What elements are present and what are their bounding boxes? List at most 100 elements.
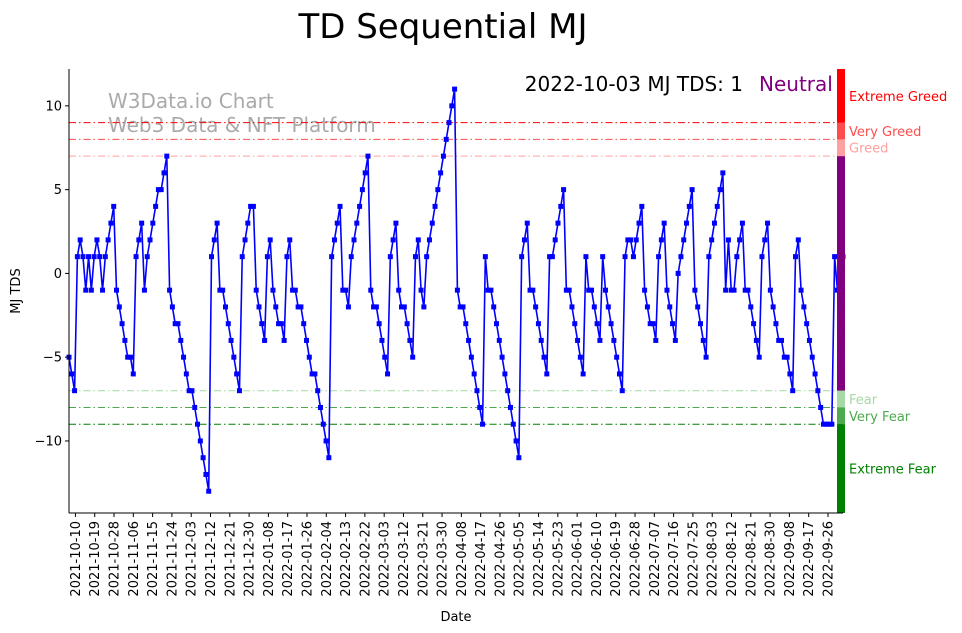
data-point xyxy=(692,287,698,293)
x-tick-label: 2022-03-03 xyxy=(378,521,393,597)
data-point xyxy=(650,321,656,327)
band-very-greed xyxy=(837,122,845,140)
data-point xyxy=(524,220,530,226)
data-point xyxy=(72,388,78,394)
data-point xyxy=(438,170,444,176)
data-point xyxy=(200,455,206,461)
data-point xyxy=(410,354,416,360)
data-point xyxy=(605,304,611,310)
data-point xyxy=(209,254,215,260)
data-point xyxy=(197,438,203,444)
x-axis-label: Date xyxy=(440,610,471,625)
data-point xyxy=(499,354,505,360)
data-point xyxy=(309,371,315,377)
data-point xyxy=(114,287,120,293)
data-point xyxy=(569,304,575,310)
data-point xyxy=(566,287,572,293)
data-point xyxy=(440,153,446,159)
x-axis-ticks: 2021-10-10 2021-10-19 2021-10-28 2021-11-06… xyxy=(69,513,836,597)
data-point xyxy=(502,371,508,377)
data-point xyxy=(697,321,703,327)
data-point xyxy=(155,187,161,193)
band-fear xyxy=(837,390,845,408)
x-tick-label: 2021-12-30 xyxy=(243,521,258,597)
data-point xyxy=(262,337,268,343)
data-point xyxy=(225,321,231,327)
data-point xyxy=(371,304,377,310)
sentiment-bands xyxy=(837,69,845,513)
data-point xyxy=(284,254,290,260)
data-point xyxy=(248,203,254,209)
x-tick-label: 2021-12-12 xyxy=(204,521,219,597)
y-tick-label: 10 xyxy=(45,99,62,114)
data-point xyxy=(80,254,86,260)
data-point xyxy=(591,304,597,310)
data-point xyxy=(563,287,569,293)
data-point xyxy=(535,321,541,327)
data-point xyxy=(181,354,187,360)
data-point xyxy=(77,237,83,243)
data-point xyxy=(290,287,296,293)
data-point xyxy=(507,404,513,410)
data-point xyxy=(731,287,737,293)
data-point xyxy=(390,237,396,243)
data-point xyxy=(678,254,684,260)
data-point xyxy=(373,304,379,310)
data-point xyxy=(337,203,343,209)
data-point xyxy=(167,287,173,293)
data-point xyxy=(136,237,142,243)
x-tick-label: 2022-03-21 xyxy=(416,521,431,597)
data-point xyxy=(267,237,273,243)
band-neutral xyxy=(837,156,845,391)
data-point xyxy=(158,187,164,193)
data-point xyxy=(734,254,740,260)
y-tick-label: −10 xyxy=(35,434,62,449)
data-point xyxy=(301,321,307,327)
data-point xyxy=(667,304,673,310)
data-point xyxy=(516,455,522,461)
data-point xyxy=(739,220,745,226)
data-point xyxy=(357,203,363,209)
data-point xyxy=(362,170,368,176)
latest-state-annotation: Neutral xyxy=(759,72,833,96)
data-point xyxy=(586,287,592,293)
data-point xyxy=(242,237,248,243)
data-point xyxy=(555,220,561,226)
x-tick-label: 2022-08-12 xyxy=(725,521,740,597)
data-point xyxy=(826,421,832,427)
data-point xyxy=(102,254,108,260)
data-point xyxy=(647,321,653,327)
data-point xyxy=(544,371,550,377)
data-point xyxy=(770,304,776,310)
y-tick-label: 0 xyxy=(54,267,62,282)
y-tick-label: 5 xyxy=(54,183,62,198)
data-point xyxy=(628,237,634,243)
data-point xyxy=(273,304,279,310)
x-tick-label: 2021-10-28 xyxy=(108,521,123,597)
data-point xyxy=(642,287,648,293)
band-label-very-greed: Very Greed xyxy=(849,125,921,140)
data-point xyxy=(815,388,821,394)
data-point xyxy=(382,354,388,360)
data-point xyxy=(485,287,491,293)
data-point xyxy=(711,220,717,226)
data-point xyxy=(608,321,614,327)
data-point xyxy=(781,354,787,360)
data-point xyxy=(147,237,153,243)
data-point xyxy=(818,404,824,410)
x-tick-label: 2022-06-19 xyxy=(609,521,624,597)
x-tick-label: 2022-09-17 xyxy=(802,521,817,597)
data-point xyxy=(253,287,259,293)
data-point xyxy=(292,287,298,293)
data-point xyxy=(656,254,662,260)
data-point xyxy=(491,304,497,310)
data-point xyxy=(178,337,184,343)
data-point xyxy=(153,203,159,209)
data-point xyxy=(672,337,678,343)
x-tick-label: 2022-07-25 xyxy=(686,521,701,597)
data-point xyxy=(767,287,773,293)
data-point xyxy=(169,304,175,310)
data-point xyxy=(412,254,418,260)
data-point xyxy=(488,287,494,293)
data-point xyxy=(466,337,472,343)
